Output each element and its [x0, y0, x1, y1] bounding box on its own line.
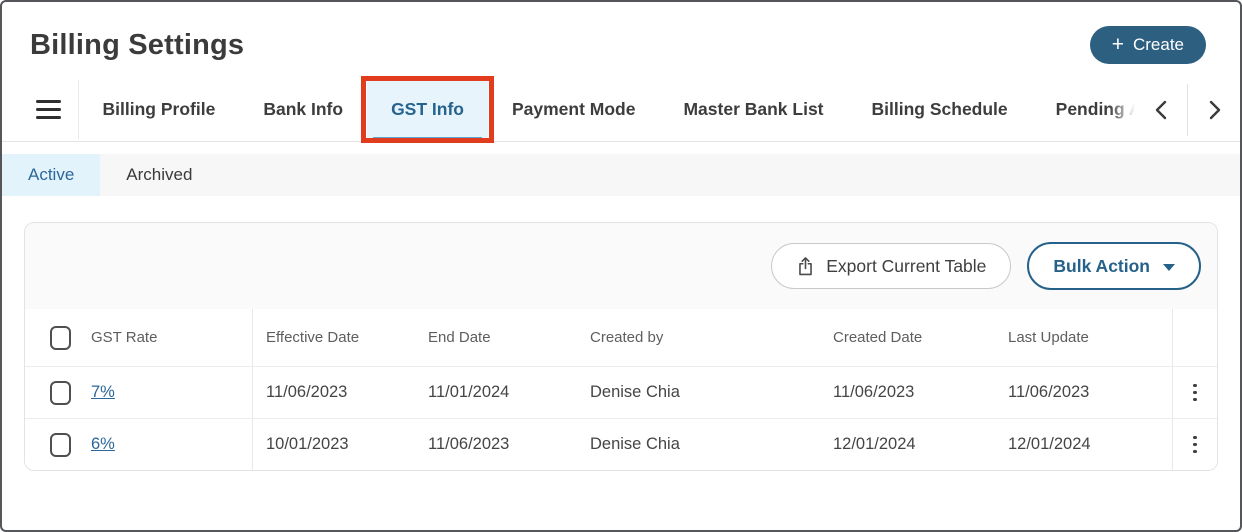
export-button-label: Export Current Table: [826, 255, 987, 276]
kebab-vertical-icon[interactable]: [1183, 378, 1207, 408]
page-title: Billing Settings: [30, 28, 245, 61]
gst-rate-cell: 6%: [81, 419, 253, 470]
tab-strip: Billing Profile Bank Info GST Info Payme…: [2, 76, 1240, 143]
tab-label: Billing Schedule: [871, 99, 1008, 119]
row-actions-cell: [1172, 419, 1217, 470]
share-upload-icon: [799, 256, 813, 275]
created-date-cell: 11/06/2023: [833, 383, 915, 401]
hamburger-icon[interactable]: [2, 78, 78, 141]
table-row: 7% 11/06/2023 11/01/2024 Denise Chia 11/…: [25, 366, 1217, 418]
plus-icon: +: [1111, 32, 1124, 56]
caret-down-icon: [1163, 263, 1175, 271]
col-header-gst-rate: GST Rate: [81, 309, 253, 366]
row-checkbox[interactable]: [50, 380, 71, 405]
effective-date-cell: 11/06/2023: [266, 383, 348, 401]
select-all-checkbox[interactable]: [50, 325, 71, 350]
col-header-last-update: Last Update: [1008, 329, 1089, 346]
subtab-label: Archived: [126, 165, 193, 184]
create-button[interactable]: + Create: [1089, 26, 1206, 64]
subtab-label: Active: [28, 165, 75, 184]
tab-scroll-controls: [1135, 78, 1240, 141]
chevron-left-icon[interactable]: [1135, 78, 1187, 141]
created-date-cell: 12/01/2024: [833, 435, 916, 453]
subtab-bar: Active Archived: [2, 154, 1240, 196]
tab-label: Billing Profile: [102, 99, 216, 119]
tab-bank-info[interactable]: Bank Info: [239, 78, 367, 141]
tab-separator: [78, 80, 79, 139]
export-current-table-button[interactable]: Export Current Table: [771, 243, 1012, 289]
tab-label: Master Bank List: [683, 99, 824, 119]
col-header-effective-date: Effective Date: [266, 329, 360, 346]
gst-rate-link[interactable]: 6%: [91, 435, 115, 453]
col-header-end-date: End Date: [428, 329, 491, 346]
end-date-cell: 11/01/2024: [428, 383, 510, 401]
subtab-archived[interactable]: Archived: [100, 154, 218, 196]
last-update-cell: 12/01/2024: [1008, 435, 1091, 453]
created-by-cell: Denise Chia: [590, 435, 680, 453]
tab-label: Bank Info: [263, 99, 344, 119]
table-toolbar: Export Current Table Bulk Action: [25, 223, 1217, 309]
tab-gst-info[interactable]: GST Info: [361, 76, 494, 143]
row-checkbox-cell: [25, 367, 81, 418]
row-checkbox[interactable]: [50, 432, 71, 457]
chevron-right-icon[interactable]: [1188, 78, 1240, 141]
page-header: Billing Settings + Create: [2, 2, 1240, 70]
table-header-row: GST Rate Effective Date End Date Created…: [25, 309, 1217, 366]
bulk-action-button[interactable]: Bulk Action: [1027, 242, 1201, 290]
tab-label: Payment Mode: [511, 99, 636, 119]
col-header-actions: [1172, 309, 1217, 366]
tab-overflow-fade: [1109, 78, 1135, 141]
subtab-active[interactable]: Active: [2, 154, 101, 196]
col-header-created-date: Created Date: [833, 329, 923, 346]
gst-rate-link[interactable]: 7%: [91, 383, 115, 401]
tab-payment-mode[interactable]: Payment Mode: [488, 78, 660, 141]
tab-billing-schedule[interactable]: Billing Schedule: [848, 78, 1032, 141]
row-checkbox-cell: [25, 419, 81, 470]
tab-label: GST Info: [391, 99, 464, 119]
tab-billing-profile[interactable]: Billing Profile: [79, 78, 240, 141]
nav-separator: [1187, 83, 1188, 136]
create-button-label: Create: [1132, 35, 1184, 54]
row-actions-cell: [1172, 367, 1217, 418]
tab-master-bank-list[interactable]: Master Bank List: [659, 78, 847, 141]
kebab-vertical-icon[interactable]: [1183, 430, 1207, 460]
effective-date-cell: 10/01/2023: [266, 435, 349, 453]
active-tab-underline: [373, 137, 482, 139]
created-by-cell: Denise Chia: [590, 383, 680, 401]
table-row: 6% 10/01/2023 11/06/2023 Denise Chia 12/…: [25, 418, 1217, 470]
gst-rate-cell: 7%: [81, 367, 253, 418]
gst-table-card: Export Current Table Bulk Action GST Rat…: [24, 222, 1218, 471]
last-update-cell: 11/06/2023: [1008, 383, 1090, 401]
col-header-created-by: Created by: [590, 329, 664, 346]
end-date-cell: 11/06/2023: [428, 435, 510, 453]
header-checkbox-cell: [25, 309, 81, 366]
tab-pending-activities[interactable]: Pending Activities: [1032, 78, 1135, 141]
bulk-action-label: Bulk Action: [1053, 255, 1150, 276]
